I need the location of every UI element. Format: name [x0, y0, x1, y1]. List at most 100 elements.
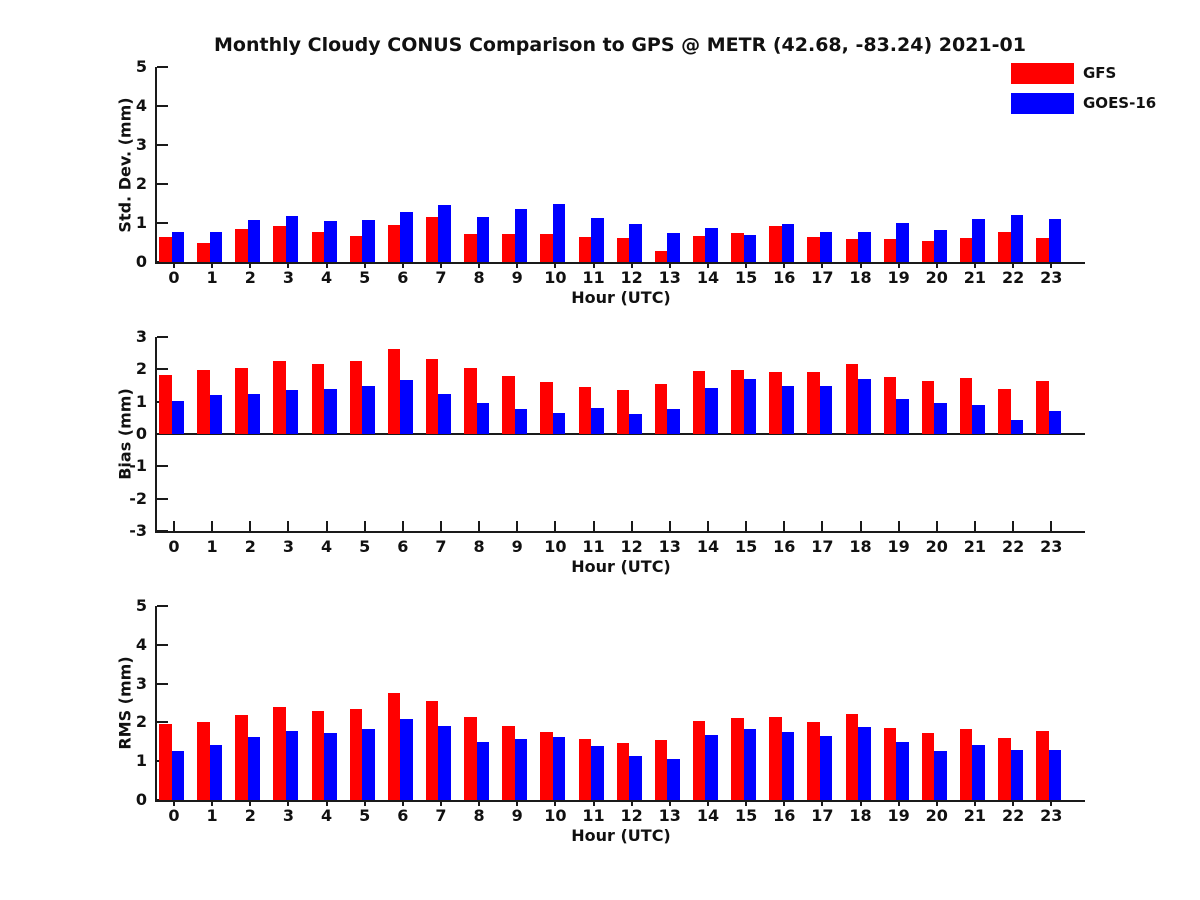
y-tick-mark: [157, 799, 168, 801]
y-tick-label: 1: [135, 751, 147, 771]
goes16-bar: [934, 402, 947, 434]
gfs-bar: [845, 713, 859, 800]
gfs-bar: [578, 387, 592, 434]
goes16-bar: [819, 385, 833, 434]
gfs-bar: [387, 693, 401, 800]
y-tick-label: 1: [135, 213, 147, 232]
x-tick-mark: [211, 802, 214, 806]
x-tick-mark: [745, 521, 748, 531]
x-tick-mark: [706, 521, 709, 531]
x-tick-mark: [706, 264, 709, 268]
x-tick-label: 2: [244, 537, 256, 556]
y-tick-label: 2: [135, 174, 147, 193]
x-tick-mark: [973, 264, 976, 268]
x-tick-label: 17: [811, 806, 834, 825]
goes16-bar: [171, 751, 184, 800]
gfs-bar: [273, 707, 286, 800]
x-tick-mark: [516, 264, 519, 268]
gfs-bar: [883, 728, 897, 800]
x-tick-mark: [897, 264, 900, 268]
x-tick-mark: [249, 521, 252, 531]
y-axis-spine: [155, 606, 157, 802]
gfs-bar: [959, 378, 973, 434]
gfs-bar: [464, 368, 477, 434]
x-tick-mark: [401, 264, 404, 268]
x-tick-label: 16: [773, 537, 796, 556]
x-tick-label: 7: [435, 806, 447, 825]
goes16-bar: [781, 223, 795, 262]
rms-plot-area: RMS (mm) Hour (UTC) 0 1 2 3 4 5 0 1 2 3 4 5 6 7 8 9 10 11…: [116, 596, 1085, 845]
goes16-bar: [285, 730, 299, 800]
gfs-bar: [616, 237, 630, 262]
x-tick-mark: [745, 264, 748, 268]
gfs-bar: [959, 729, 973, 800]
gfs-bar: [998, 737, 1011, 800]
x-tick-label: 12: [620, 268, 643, 287]
x-tick-label: 13: [658, 806, 681, 825]
x-tick-mark: [401, 521, 404, 531]
goes16-bar: [362, 386, 375, 434]
gfs-bar: [349, 236, 363, 262]
x-tick-mark: [439, 264, 442, 268]
x-tick-label: 4: [320, 268, 333, 287]
gfs-bar: [654, 740, 668, 800]
y-tick-mark: [157, 605, 168, 607]
x-tick-label: 3: [282, 806, 294, 825]
gfs-bar: [807, 371, 820, 434]
gfs-bar: [692, 235, 706, 262]
y-tick-mark: [157, 336, 168, 338]
goes16-bar: [362, 219, 375, 262]
legend-item-gfs: GFS: [1011, 62, 1156, 84]
goes16-bar: [476, 216, 490, 262]
gfs-bar: [540, 234, 553, 262]
goes16-bar: [705, 228, 718, 262]
x-tick-mark: [554, 264, 557, 268]
goes16-bar: [743, 235, 757, 262]
gfs-bar: [502, 233, 515, 262]
x-tick-label: 19: [887, 806, 910, 825]
x-tick-label: 5: [359, 537, 371, 556]
x-tick-label: 10: [544, 806, 567, 825]
x-tick-label: 1: [206, 806, 218, 825]
gfs-bar: [387, 349, 401, 434]
x-tick-mark: [859, 264, 862, 268]
x-tick-mark: [630, 521, 633, 531]
x-tick-mark: [668, 802, 671, 806]
x-tick-label: 2: [244, 806, 256, 825]
goes16-bar: [324, 389, 337, 434]
x-tick-label: 11: [582, 806, 605, 825]
x-tick-mark: [859, 521, 862, 531]
gfs-bar: [159, 374, 172, 434]
gfs-bar: [998, 389, 1011, 434]
x-tick-label: 22: [1001, 806, 1025, 825]
x-tick-mark: [630, 264, 633, 268]
y-tick-mark: [157, 105, 168, 107]
chart-title: Monthly Cloudy CONUS Comparison to GPS @…: [214, 34, 1026, 56]
gfs-bar: [998, 231, 1011, 262]
goes16-bar: [209, 395, 223, 434]
x-tick-label: 8: [473, 806, 485, 825]
x-tick-label: 9: [511, 268, 523, 287]
x-tick-mark: [935, 264, 938, 268]
goes16-bar: [209, 231, 223, 262]
y-tick-label: 3: [135, 135, 147, 154]
x-tick-mark: [859, 802, 862, 806]
goes16-bar: [438, 205, 451, 262]
x-tick-mark: [211, 521, 214, 531]
goes16-bar: [591, 408, 604, 434]
x-tick-mark: [478, 802, 481, 806]
x-tick-mark: [745, 802, 748, 806]
y-tick-mark: [157, 497, 168, 500]
x-tick-label: 0: [168, 268, 180, 287]
x-tick-mark: [211, 264, 214, 268]
goes16-bar: [934, 750, 947, 800]
y-axis-spine: [155, 337, 157, 533]
x-tick-label: 14: [696, 806, 720, 825]
x-tick-label: 13: [658, 268, 681, 287]
goes16-bar: [400, 719, 413, 800]
y-tick-label: 2: [135, 359, 147, 379]
goes16-bar: [514, 409, 528, 434]
goes16-bar: [705, 388, 718, 434]
gfs-bar: [311, 711, 325, 800]
x-tick-mark: [439, 521, 442, 531]
